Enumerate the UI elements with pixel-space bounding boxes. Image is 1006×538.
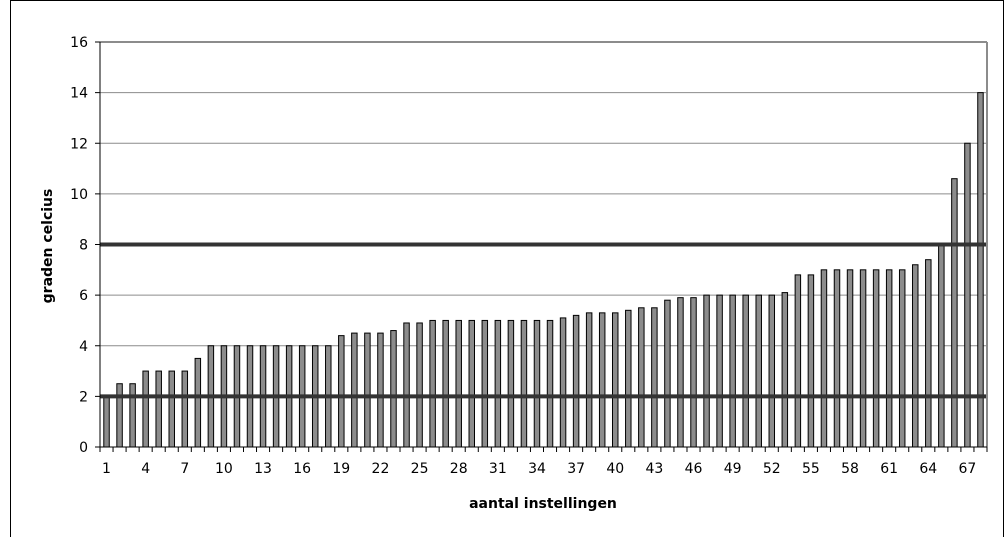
x-tick-label: 61 [880, 461, 898, 477]
bar [507, 319, 515, 448]
bar [912, 264, 919, 448]
y-tick-label: 10 [70, 187, 88, 203]
bar [494, 319, 502, 448]
x-tick-label: 13 [254, 461, 272, 477]
bar [872, 269, 880, 448]
x-axis-title: aantal instellingen [469, 496, 617, 512]
bar [755, 294, 762, 448]
bar [429, 319, 436, 448]
x-tick-label: 52 [763, 461, 781, 477]
bar [742, 294, 749, 448]
x-tick-label: 16 [293, 461, 311, 477]
x-tick-label: 43 [645, 461, 663, 477]
x-tick-label: 22 [372, 461, 390, 477]
bar [390, 330, 397, 448]
bar [181, 370, 189, 448]
y-tick-label: 2 [79, 389, 88, 405]
bar [820, 269, 828, 448]
bar [703, 294, 710, 448]
bar [194, 357, 202, 448]
x-tick-label: 40 [606, 461, 624, 477]
bar [612, 312, 619, 448]
x-tick-label: 55 [802, 461, 820, 477]
y-tick-label: 4 [79, 339, 88, 355]
bar [964, 142, 971, 448]
x-tick-label: 28 [450, 461, 468, 477]
bar [377, 332, 384, 448]
bar [468, 319, 475, 448]
y-tick-label: 8 [79, 238, 88, 254]
bars [103, 92, 984, 448]
bar [572, 314, 580, 448]
bar [690, 297, 697, 448]
y-tick-label: 12 [70, 136, 88, 152]
bar [625, 309, 632, 448]
x-tick-label: 25 [411, 461, 429, 477]
x-tick-label: 34 [528, 461, 546, 477]
reference-lines [100, 242, 987, 399]
bar [351, 332, 358, 448]
bar [768, 294, 776, 448]
bar [103, 395, 110, 448]
bar [455, 319, 462, 448]
bar [533, 319, 541, 448]
bar [716, 294, 723, 448]
bar [807, 274, 815, 448]
bar [481, 319, 489, 448]
bar [129, 383, 136, 448]
bar [155, 370, 162, 448]
bar [925, 259, 932, 448]
x-tick-label: 31 [489, 461, 507, 477]
x-tick-label: 1 [102, 461, 111, 477]
y-tick-label: 16 [70, 35, 88, 51]
bar [938, 244, 945, 448]
bar [546, 319, 554, 448]
bar [598, 312, 606, 448]
bar [116, 383, 123, 448]
x-tick-label: 49 [724, 461, 742, 477]
bar [846, 269, 854, 448]
x-tick-label: 46 [685, 461, 703, 477]
x-tick-label: 64 [919, 461, 937, 477]
y-tick-label: 14 [70, 86, 88, 102]
bar [142, 370, 149, 448]
bar [977, 92, 984, 448]
bar [416, 322, 423, 448]
bar [781, 292, 789, 448]
bar [638, 307, 645, 448]
x-tick-label: 58 [841, 461, 859, 477]
bar [585, 312, 593, 448]
bar [951, 178, 958, 448]
bar [794, 274, 802, 448]
x-tick-label: 37 [567, 461, 585, 477]
bar [442, 319, 449, 448]
bar [338, 335, 345, 448]
y-tick-label: 0 [79, 440, 88, 456]
bar [677, 297, 684, 448]
y-tick-label: 6 [79, 288, 88, 304]
x-tick-label: 4 [141, 461, 150, 477]
bar [729, 294, 736, 448]
bar [885, 269, 893, 448]
x-tick-label: 67 [959, 461, 977, 477]
x-tick-label: 19 [332, 461, 350, 477]
bar [559, 317, 567, 448]
bar [403, 322, 410, 448]
bar [664, 299, 671, 448]
x-tick-label: 10 [215, 461, 233, 477]
y-axis-title: graden celcius [40, 189, 56, 304]
bar [651, 307, 658, 448]
bar [520, 319, 528, 448]
bar [898, 269, 906, 448]
bar [859, 269, 867, 448]
x-tick-label: 7 [180, 461, 189, 477]
bar [168, 370, 175, 448]
bar [364, 332, 371, 448]
bar [833, 269, 841, 448]
